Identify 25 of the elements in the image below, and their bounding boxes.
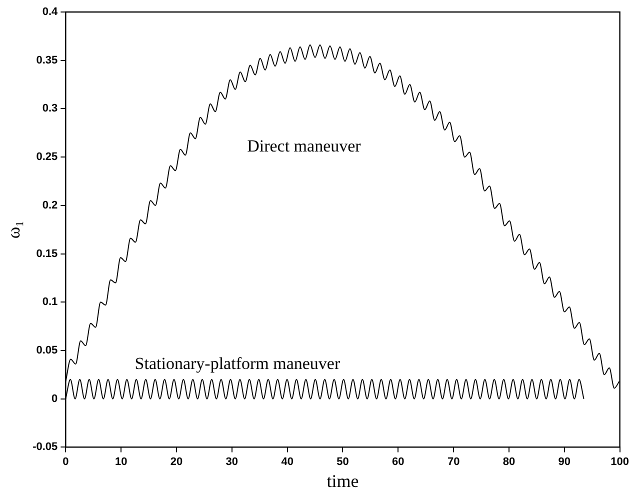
text: Direct maneuver: [247, 136, 362, 156]
x-tick-label: 80: [502, 456, 516, 468]
y-tick-label: -0.05: [32, 441, 58, 454]
y-axis-title: ω₁: [4, 220, 24, 239]
y-tick-label: 0: [52, 392, 58, 405]
x-axis-title: time: [326, 470, 359, 491]
x-tick-label: 0: [62, 456, 69, 468]
x-tick-label: 70: [447, 456, 460, 468]
y-tick-label: 0.2: [42, 199, 58, 212]
y-tick-label: 0.15: [36, 248, 58, 260]
y-tick-label: 0.3: [42, 102, 58, 115]
x-tick-label: 30: [226, 456, 238, 468]
series-label: Stationary-platform maneuver: [134, 354, 340, 373]
x-tick-label: 100: [610, 456, 630, 468]
x-tick-label: 90: [558, 456, 571, 468]
y-tick-label: 0.25: [36, 151, 58, 164]
y-tick-label: 0.1: [42, 296, 58, 308]
y-tick-label: 0.35: [36, 54, 58, 66]
x-tick-label: 10: [114, 456, 128, 468]
x-tick-label: 50: [336, 456, 349, 468]
x-tick-label: 60: [392, 456, 404, 468]
y-tick-label: 0.4: [42, 6, 59, 18]
y-tick-label: 0.05: [36, 344, 58, 357]
x-tick-label: 40: [281, 456, 294, 468]
x-tick-label: 20: [170, 456, 183, 468]
